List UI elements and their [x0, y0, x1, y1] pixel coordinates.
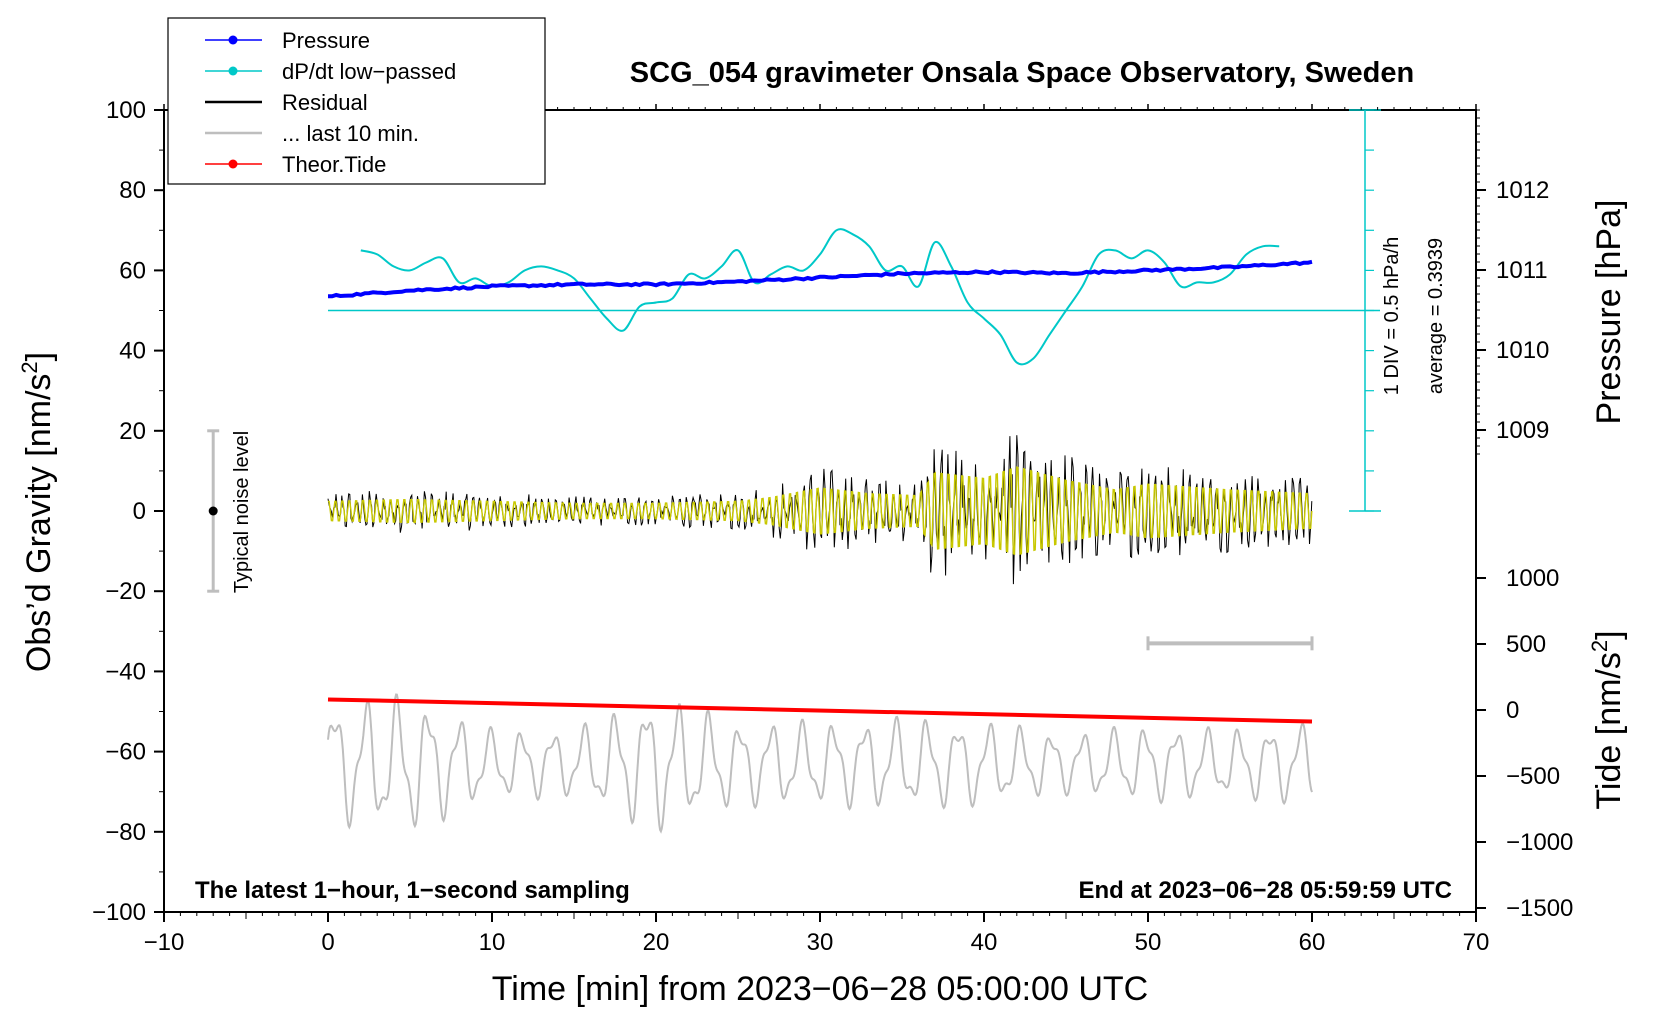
y-tick-label: 20 — [119, 418, 146, 445]
y-tick-label: −20 — [105, 578, 146, 605]
y-axis-title-tide: Tide [nm/s2] — [1587, 630, 1628, 809]
legend-marker — [228, 66, 238, 76]
y-tick-label: −60 — [105, 739, 146, 766]
x-tick-label: 70 — [1463, 929, 1490, 956]
legend-label: dP/dt low−passed — [282, 59, 456, 84]
noise-label: Typical noise level — [231, 431, 253, 593]
tide-tick-label: 1000 — [1506, 565, 1559, 592]
x-tick-label: 50 — [1135, 929, 1162, 956]
gray-trace — [327, 693, 1313, 834]
tide-tick-label: −1000 — [1506, 829, 1573, 856]
y-tick-label: 100 — [106, 97, 146, 124]
series-dpdt — [360, 228, 1280, 366]
noise-level-bar — [207, 429, 220, 593]
average-label: average = 0.3939 — [1425, 238, 1447, 394]
tide-tick-label: −1500 — [1506, 895, 1573, 922]
pressure-trace — [328, 259, 1313, 299]
x-axis-title: Time [min] from 2023−06−28 05:00:00 UTC — [492, 970, 1148, 1008]
noise-bar-dot — [208, 506, 218, 516]
legend-marker — [228, 159, 238, 169]
series-residual-filtered — [328, 466, 1313, 556]
y-tick-label: −80 — [105, 819, 146, 846]
pressure-tick-label: 1009 — [1496, 417, 1549, 444]
legend-label: Pressure — [282, 28, 370, 53]
y-tick-label: 60 — [119, 257, 146, 284]
y-axis-title-tide-sup: 2 — [1587, 640, 1612, 652]
pressure-tick-label: 1011 — [1496, 257, 1548, 284]
legend: Pressure dP/dt low−passed Residual ... last… — [167, 17, 546, 185]
last-10-min-bar — [1146, 636, 1314, 651]
y-tick-label: 40 — [119, 338, 146, 365]
series-last-10-min — [327, 693, 1313, 834]
tide-tick-label: 500 — [1506, 631, 1546, 658]
x-tick-label: 60 — [1299, 929, 1326, 956]
y-tick-label: −100 — [92, 899, 146, 926]
series-theor-tide — [327, 697, 1313, 724]
legend-label: Theor.Tide — [282, 152, 386, 177]
x-tick-label: 10 — [479, 929, 506, 956]
series-pressure — [328, 259, 1313, 299]
chart-title: SCG_054 gravimeter Onsala Space Observat… — [630, 57, 1414, 89]
tide-tick-label: −500 — [1506, 763, 1560, 790]
legend-marker — [228, 35, 238, 45]
x-tick-label: −10 — [144, 929, 185, 956]
y-axis-title-tide-main: Tide [nm/s — [1590, 652, 1628, 809]
y-axis-title-left-sup: 2 — [17, 361, 42, 373]
y-axis-title-left-end: ] — [20, 352, 58, 361]
y-tick-label: −40 — [105, 658, 146, 685]
x-tick-label: 20 — [643, 929, 670, 956]
residual-filtered-trace — [328, 466, 1313, 556]
x-tick-label: 40 — [971, 929, 998, 956]
scale-label: 1 DIV = 0.5 hPa/h — [1381, 237, 1403, 395]
y-tick-label: 80 — [119, 177, 146, 204]
bottom-right-note: End at 2023−06−28 05:59:59 UTC — [1078, 877, 1452, 904]
tide-trace — [327, 697, 1313, 724]
dpdt-scale-bar — [1349, 109, 1381, 512]
y-axis-title-tide-end: ] — [1590, 630, 1628, 639]
x-tick-label: 30 — [807, 929, 834, 956]
pressure-tick-label: 1012 — [1496, 177, 1549, 204]
pressure-tick-label: 1010 — [1496, 337, 1549, 364]
y-axis-title-left-main: Obs’d Gravity [nm/s — [20, 374, 58, 673]
y-axis-title-left: Obs’d Gravity [nm/s2] — [17, 352, 58, 672]
y-tick-label: 0 — [133, 498, 146, 525]
legend-label: ... last 10 min. — [282, 121, 419, 146]
tide-tick-label: 0 — [1506, 697, 1519, 724]
x-tick-label: 0 — [321, 929, 334, 956]
dpdt-trace — [360, 228, 1280, 366]
bottom-left-note: The latest 1−hour, 1−second sampling — [195, 877, 630, 904]
axis-ticks: −10 0 10 20 30 40 50 60 70−100−80−60−40−20020406… — [92, 97, 1573, 956]
legend-label: Residual — [282, 90, 368, 115]
y-axis-title-pressure: Pressure [hPa] — [1590, 200, 1628, 425]
